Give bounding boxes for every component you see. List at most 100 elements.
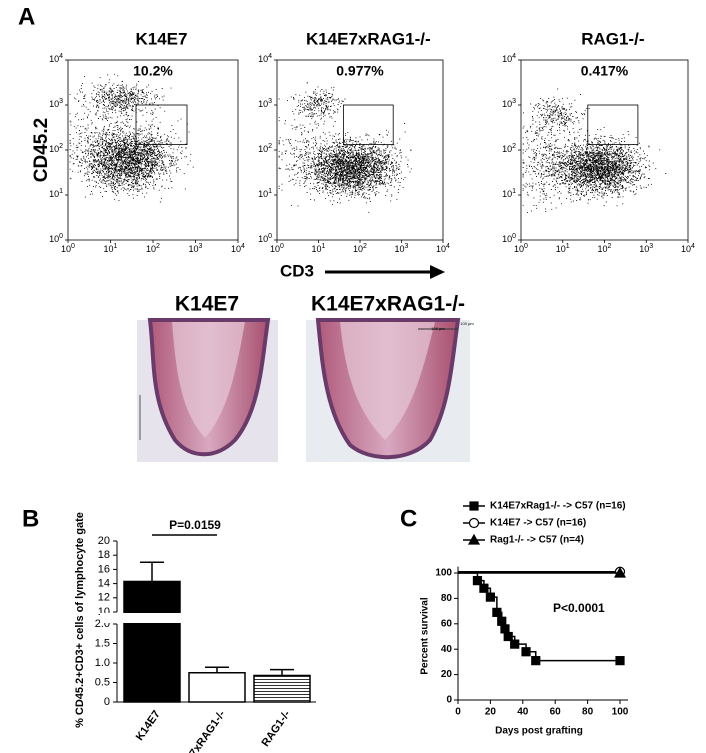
tick-exponent: 3: [199, 243, 203, 250]
histology-image: [306, 318, 470, 462]
y-tick-label: 16: [98, 563, 110, 575]
gate-percent: 0.417%: [581, 63, 629, 79]
y-tick-label: 40: [441, 644, 453, 655]
y-tick-label: 103: [258, 98, 272, 110]
y-axis-label: % CD45.2+CD3+ cells of lymphocyte gate: [74, 512, 86, 728]
y-tick-label: 100: [502, 233, 516, 245]
tick-exponent: 2: [608, 243, 612, 250]
panel-label: B: [22, 505, 39, 532]
marker: [613, 566, 627, 578]
y-tick-label: 100: [49, 233, 63, 245]
tick-exponent: 4: [691, 243, 695, 250]
legend-label: K14E7 -> C57 (n=16): [490, 518, 586, 529]
y-axis-label: Percent survival: [420, 597, 431, 674]
y-tick-label: 100: [258, 233, 272, 245]
tick-base: 10: [231, 244, 241, 254]
tick-base: 10: [270, 244, 280, 254]
y-tick-label: 102: [502, 143, 516, 155]
y-tick-label: 80: [441, 593, 453, 604]
tick-base: 10: [61, 244, 71, 254]
marker: [485, 592, 495, 602]
marker: [469, 501, 479, 511]
x-tick-label: 104: [436, 243, 450, 255]
marker: [468, 517, 480, 529]
y-tick-label: 102: [258, 143, 272, 155]
tick-exponent: 2: [512, 143, 516, 150]
gate: [342, 104, 394, 145]
x-axis-label: Days post grafting: [495, 726, 583, 737]
events: [278, 82, 412, 213]
tick-base: 10: [598, 244, 608, 254]
y-tick-label: 0: [446, 695, 452, 706]
tick-base: 10: [49, 144, 59, 154]
tick-base: 10: [502, 189, 512, 199]
tick-exponent: 0: [524, 243, 528, 250]
tick-base: 10: [49, 234, 59, 244]
y-tick-label: 103: [49, 98, 63, 110]
tick-base: 10: [189, 244, 199, 254]
y-tick-label: 100: [435, 568, 452, 579]
tick-base: 10: [681, 244, 691, 254]
bar: [188, 672, 246, 703]
panel-label: C: [400, 505, 417, 532]
tick-base: 10: [502, 54, 512, 64]
tick-exponent: 3: [649, 243, 653, 250]
scale-bar-label: 100 µm: [431, 326, 445, 331]
x-tick-label: 101: [312, 243, 326, 255]
tick-exponent: 0: [71, 243, 75, 250]
bar: [253, 674, 311, 703]
x-tick-label: 104: [681, 243, 695, 255]
y-tick-label: 0.5: [95, 676, 110, 688]
tick-exponent: 4: [268, 53, 272, 60]
tick-exponent: 2: [59, 143, 63, 150]
tick-exponent: 1: [114, 243, 118, 250]
marker: [510, 639, 520, 649]
marker: [503, 631, 513, 642]
tick-base: 10: [146, 244, 156, 254]
plot-title: K14E7xRAG1-/-: [306, 29, 431, 48]
y-axis-label: CD45.2: [31, 118, 52, 182]
marker: [615, 656, 625, 666]
x-tick-label: 60: [550, 707, 562, 718]
tick-exponent: 4: [446, 243, 450, 250]
x-tick-label: RAG1-/-: [260, 708, 294, 749]
marker: [500, 624, 510, 634]
tick-base: 10: [258, 54, 268, 64]
tick-exponent: 4: [241, 243, 245, 250]
y-tick-label: 12: [98, 592, 110, 604]
p-value: P=0.0159: [169, 518, 221, 532]
marker: [472, 576, 483, 586]
histology-title: K14E7: [175, 293, 239, 316]
tick-base: 10: [258, 234, 268, 244]
tick-base: 10: [514, 244, 524, 254]
marker: [467, 533, 481, 545]
histology-image: [137, 318, 278, 462]
events: [522, 88, 667, 213]
gate-percent: 0.977%: [336, 63, 384, 79]
x-tick-label: 102: [353, 243, 367, 255]
y-tick-label: 104: [502, 53, 516, 65]
tick-base: 10: [312, 244, 322, 254]
y-tick-label: 1.5: [95, 637, 110, 649]
y-tick-label: 0: [104, 696, 110, 708]
tick-base: 10: [395, 244, 405, 254]
x-tick-label: 40: [517, 707, 529, 718]
plot-title: K14E7: [136, 29, 188, 48]
legend-label: K14E7xRag1-/- -> C57 (n=16): [490, 501, 626, 512]
events: [69, 73, 194, 203]
y-tick-label: 14: [98, 578, 110, 590]
x-tick-label: 100: [612, 707, 629, 718]
tick-base: 10: [258, 144, 268, 154]
x-tick-label: 80: [582, 707, 594, 718]
tick-base: 10: [502, 99, 512, 109]
marker: [497, 616, 507, 626]
gate: [135, 104, 188, 145]
gate-percent: 10.2%: [133, 63, 173, 79]
y-tick-label: 1.0: [95, 657, 110, 669]
tick-exponent: 3: [268, 98, 272, 105]
y-tick-label: 101: [258, 188, 272, 200]
tick-exponent: 0: [280, 243, 284, 250]
tick-base: 10: [502, 144, 512, 154]
x-tick-label: 104: [231, 243, 245, 255]
histology-title: K14E7xRAG1-/-: [311, 293, 465, 316]
